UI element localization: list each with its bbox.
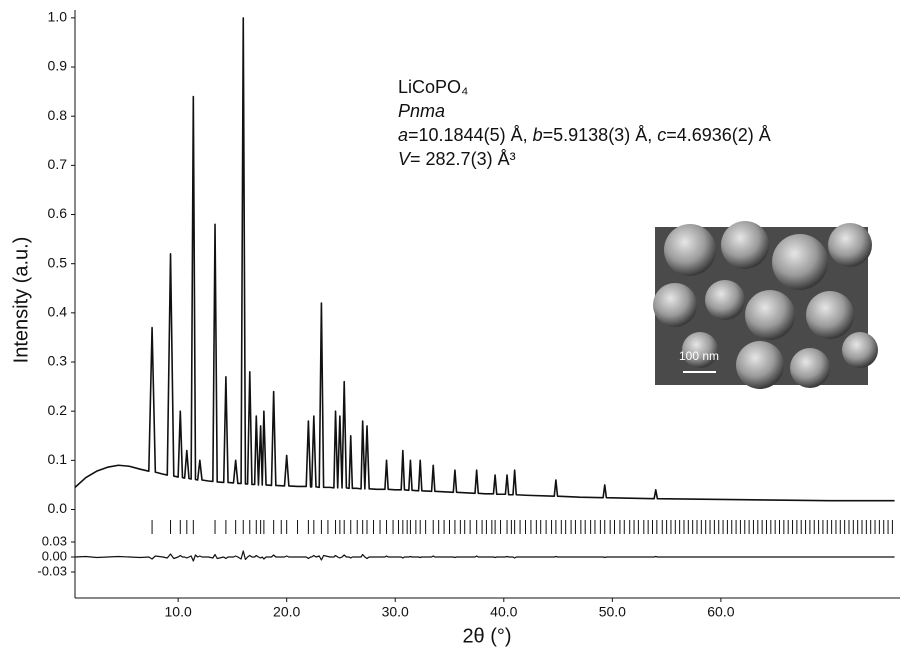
annotation-part: V xyxy=(398,149,412,169)
observed-line xyxy=(74,17,895,502)
x-tick-label: 30.0 xyxy=(382,604,409,620)
annotation-part: LiCoPO₄ xyxy=(398,77,468,97)
x-tick-label: 10.0 xyxy=(165,604,192,620)
y-tick-label: 0.2 xyxy=(48,402,68,418)
y-tick-label: 0.0 xyxy=(48,500,68,516)
y-tick-label: 0.5 xyxy=(48,254,68,270)
annotation-part: c xyxy=(657,125,666,145)
annotation-part: a xyxy=(398,125,408,145)
y-tick-label: 0.1 xyxy=(48,451,68,467)
annotation: V= 282.7(3) Å³ xyxy=(398,149,516,169)
inset-texture xyxy=(653,221,878,389)
annotation-part: Pnma xyxy=(398,101,445,121)
y-tick-label: 0.7 xyxy=(48,156,68,172)
diff-tick-label: 0.03 xyxy=(42,533,67,548)
y-tick-label: 1.0 xyxy=(48,9,68,25)
x-tick-label: 40.0 xyxy=(490,604,517,620)
y-tick-label: 0.9 xyxy=(48,58,68,74)
annotation-part: = 282.7(3) Å³ xyxy=(410,149,516,169)
diff-tick-label: -0.03 xyxy=(37,563,67,578)
x-tick-label: 20.0 xyxy=(273,604,300,620)
annotation: Pnma xyxy=(398,101,445,121)
y-tick-label: 0.8 xyxy=(48,107,68,123)
y-axis-title: Intensity (a.u.) xyxy=(10,237,32,364)
annotation-part: b xyxy=(533,125,543,145)
annotation-part: =5.9138(3) Å, xyxy=(543,125,658,145)
scale-label: 100 nm xyxy=(679,349,719,363)
x-axis-title: 2θ (°) xyxy=(462,625,511,647)
annotation: a=10.1844(5) Å, b=5.9138(3) Å, c=4.6936(… xyxy=(398,125,771,145)
difference-line xyxy=(74,550,895,562)
annotation-part: =10.1844(5) Å, xyxy=(408,125,533,145)
y-tick-label: 0.4 xyxy=(48,304,68,320)
y-tick-label: 0.3 xyxy=(48,353,68,369)
diff-tick-label: 0.00 xyxy=(42,548,67,563)
annotation: LiCoPO₄ xyxy=(398,77,468,97)
x-tick-label: 50.0 xyxy=(599,604,626,620)
x-tick-label: 60.0 xyxy=(707,604,734,620)
sem-inset: 100 nm xyxy=(653,221,878,389)
y-tick-label: 0.6 xyxy=(48,205,68,221)
annotation-part: =4.6936(2) Å xyxy=(666,125,771,145)
